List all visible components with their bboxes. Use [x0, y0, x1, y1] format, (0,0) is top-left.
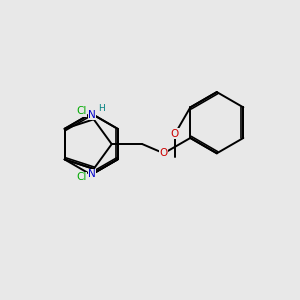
Text: H: H — [99, 104, 105, 113]
Text: O: O — [171, 129, 179, 139]
Text: N: N — [88, 169, 96, 179]
Text: O: O — [160, 148, 168, 158]
Text: N: N — [88, 110, 96, 120]
Text: Cl: Cl — [76, 172, 87, 182]
Text: Cl: Cl — [76, 106, 87, 116]
